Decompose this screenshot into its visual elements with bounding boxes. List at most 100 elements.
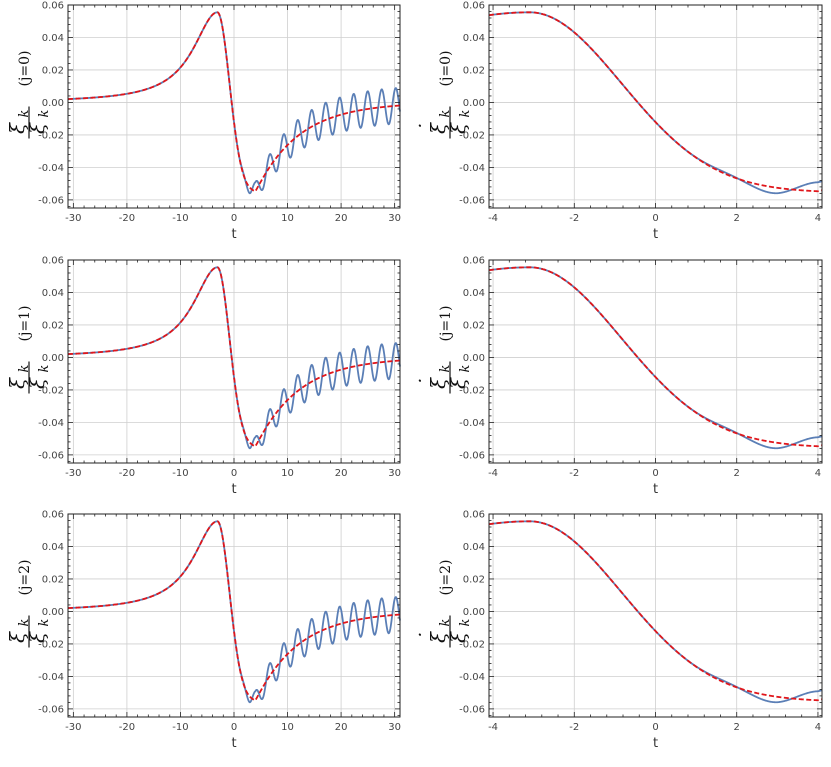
ylabel-numerator-k: k (438, 619, 453, 627)
x-tick-label: 4 (815, 722, 821, 733)
y-tick-label: -0.04 (38, 418, 64, 429)
x-tick-label: -2 (569, 213, 579, 224)
x-tick-label: 0 (231, 468, 237, 479)
series-approx-line (67, 11, 401, 193)
x-tick-label: 2 (734, 213, 740, 224)
y-tick-label: 0.06 (42, 510, 64, 521)
x-tick-label: 4 (815, 213, 821, 224)
y-tick-label: -0.04 (459, 418, 485, 429)
x-tick-label: 2 (734, 722, 740, 733)
ylabel-numerator-xi: ξ (426, 377, 450, 389)
x-tick-label: -2 (569, 722, 579, 733)
ylabel-denominator-k: k (37, 619, 52, 627)
y-tick-label: -0.02 (38, 130, 64, 141)
ylabel-j-index: (j=0) (438, 51, 454, 87)
panel-r0c0: -30 -20 -10 0 10 20 30 -0.06 -0.04 -0.02 0.00 0.02 0… (0, 1, 401, 243)
series-approx-line (67, 266, 401, 448)
y-tick-label: 0.00 (463, 353, 485, 364)
x-tick-label: -4 (488, 722, 498, 733)
y-tick-label: 0.04 (463, 33, 485, 44)
y-tick-label: 0.06 (463, 510, 485, 521)
ylabel-denominator-xi: ξ (446, 122, 470, 134)
y-tick-label: -0.02 (459, 385, 485, 396)
x-axis-title: t (231, 227, 236, 242)
x-tick-label: -20 (119, 468, 135, 479)
y-tick-label: 0.06 (463, 1, 485, 12)
ylabel-denominator-k: k (458, 619, 473, 627)
x-tick-label: -20 (119, 722, 135, 733)
ylabel-j-index: (j=0) (17, 51, 33, 87)
x-tick-label: 30 (388, 468, 401, 479)
y-tick-label: 0.04 (42, 288, 64, 299)
x-axis-title: t (653, 227, 658, 242)
ylabel-dot: ˙ (415, 632, 439, 642)
y-tick-label: 0.00 (42, 98, 64, 109)
x-tick-label: -20 (119, 213, 135, 224)
y-tick-label: 0.02 (42, 574, 64, 585)
y-tick-label: 0.04 (463, 542, 485, 553)
y-tick-label: -0.04 (38, 163, 64, 174)
ylabel-denominator-xi: ξ (25, 122, 49, 134)
x-tick-label: -4 (488, 468, 498, 479)
panel-r2c0: -30 -20 -10 0 10 20 30 -0.06 -0.04 -0.02 0.00 0.02 0… (0, 510, 401, 752)
y-tick-label: 0.04 (463, 288, 485, 299)
y-tick-label: -0.06 (38, 450, 64, 461)
x-tick-label: 0 (652, 213, 658, 224)
panel-r1c1: -4 -2 0 2 4 -0.06 -0.04 -0.02 0.00 0.02 0.04 0.06 t ξ… (415, 256, 823, 497)
x-tick-label: 4 (815, 468, 821, 479)
x-axis-title: t (231, 482, 236, 497)
y-tick-label: 0.02 (463, 574, 485, 585)
x-tick-label: 0 (231, 213, 237, 224)
ylabel-j-index: (j=1) (17, 306, 33, 342)
y-tick-label: -0.02 (38, 639, 64, 650)
x-tick-label: -10 (172, 468, 188, 479)
y-tick-label: 0.02 (463, 65, 485, 76)
ylabel-numerator-xi: ξ (426, 122, 450, 134)
x-tick-label: -10 (172, 213, 188, 224)
ylabel-numerator-k: k (438, 110, 453, 118)
y-tick-label: 0.00 (463, 607, 485, 618)
y-tick-label: -0.04 (459, 163, 485, 174)
ylabel-numerator-k: k (438, 365, 453, 373)
y-tick-label: -0.06 (459, 704, 485, 715)
y-axis-label: ξ˙kξk(j=1) (415, 306, 473, 394)
y-tick-label: -0.02 (459, 130, 485, 141)
ylabel-denominator-xi: ξ (25, 377, 49, 389)
y-tick-label: 0.02 (42, 320, 64, 331)
x-tick-label: -30 (65, 722, 81, 733)
x-axis-title: t (231, 736, 236, 751)
ylabel-denominator-k: k (458, 365, 473, 373)
ylabel-j-index: (j=1) (438, 306, 454, 342)
ylabel-numerator-xi: ξ (5, 122, 29, 134)
x-tick-label: 30 (388, 213, 401, 224)
ylabel-dot: ˙ (0, 123, 18, 133)
ylabel-denominator-xi: ξ (446, 377, 470, 389)
ylabel-numerator-xi: ξ (5, 377, 29, 389)
ylabel-denominator-k: k (458, 110, 473, 118)
y-axis-label: ξ˙kξk(j=2) (415, 560, 473, 648)
y-tick-label: 0.00 (463, 98, 485, 109)
y-tick-label: 0.06 (463, 256, 485, 267)
x-tick-label: 10 (281, 213, 294, 224)
x-tick-label: -30 (65, 213, 81, 224)
x-axis-title: t (653, 482, 658, 497)
x-tick-label: -30 (65, 468, 81, 479)
panel-r1c0: -30 -20 -10 0 10 20 30 -0.06 -0.04 -0.02 0.00 0.02 0… (0, 256, 401, 498)
y-tick-label: 0.06 (42, 256, 64, 267)
y-tick-label: 0.04 (42, 542, 64, 553)
series-approx-line (488, 266, 823, 448)
ylabel-dot: ˙ (415, 123, 439, 133)
ylabel-numerator-k: k (17, 110, 32, 118)
y-tick-label: 0.06 (42, 1, 64, 12)
ylabel-dot: ˙ (0, 632, 18, 642)
y-tick-label: -0.04 (459, 672, 485, 683)
y-axis-label: ξ˙kξk(j=0) (415, 51, 473, 139)
series-approx-line (488, 520, 823, 702)
series-approx-line (488, 11, 823, 193)
x-tick-label: 20 (335, 213, 348, 224)
y-tick-label: -0.04 (38, 672, 64, 683)
x-tick-label: -2 (569, 468, 579, 479)
y-tick-label: -0.02 (38, 385, 64, 396)
ylabel-numerator-xi: ξ (426, 631, 450, 643)
